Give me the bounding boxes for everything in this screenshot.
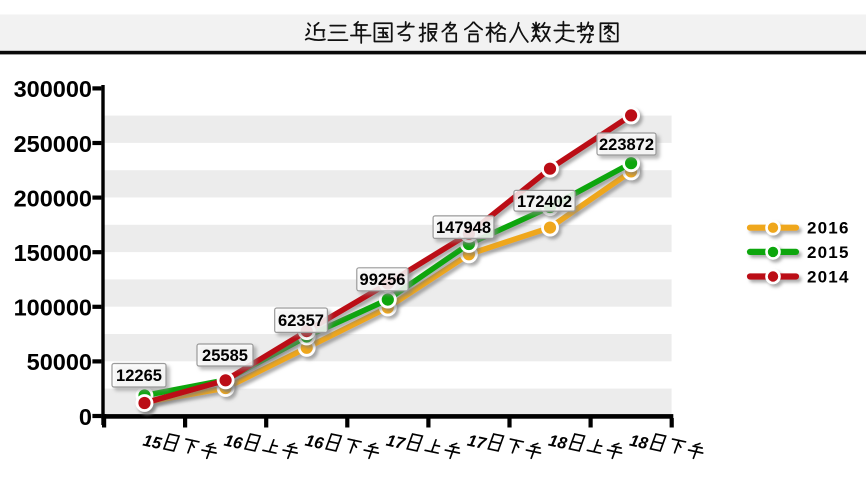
svg-text:2014: 2014: [807, 268, 850, 287]
svg-text:172402: 172402: [517, 193, 572, 211]
svg-text:223872: 223872: [599, 136, 654, 154]
svg-text:17: 17: [385, 432, 407, 454]
svg-text:12265: 12265: [116, 367, 162, 385]
svg-text:15: 15: [141, 432, 163, 454]
svg-text:99256: 99256: [360, 271, 406, 289]
svg-text:250000: 250000: [14, 131, 92, 157]
svg-text:300000: 300000: [14, 76, 92, 102]
svg-text:147948: 147948: [436, 219, 491, 237]
svg-text:18: 18: [628, 432, 650, 454]
svg-text:200000: 200000: [14, 185, 92, 211]
svg-text:16: 16: [303, 432, 325, 454]
svg-text:2016: 2016: [807, 219, 850, 238]
svg-text:0: 0: [79, 404, 92, 430]
svg-text:25585: 25585: [202, 347, 248, 365]
svg-text:100000: 100000: [14, 295, 92, 321]
svg-text:150000: 150000: [14, 240, 92, 266]
svg-text:18: 18: [547, 432, 569, 454]
svg-text:50000: 50000: [27, 349, 92, 375]
svg-text:62357: 62357: [278, 312, 324, 330]
svg-text:2015: 2015: [807, 243, 850, 262]
svg-text:16: 16: [222, 432, 244, 454]
svg-text:17: 17: [466, 432, 488, 454]
